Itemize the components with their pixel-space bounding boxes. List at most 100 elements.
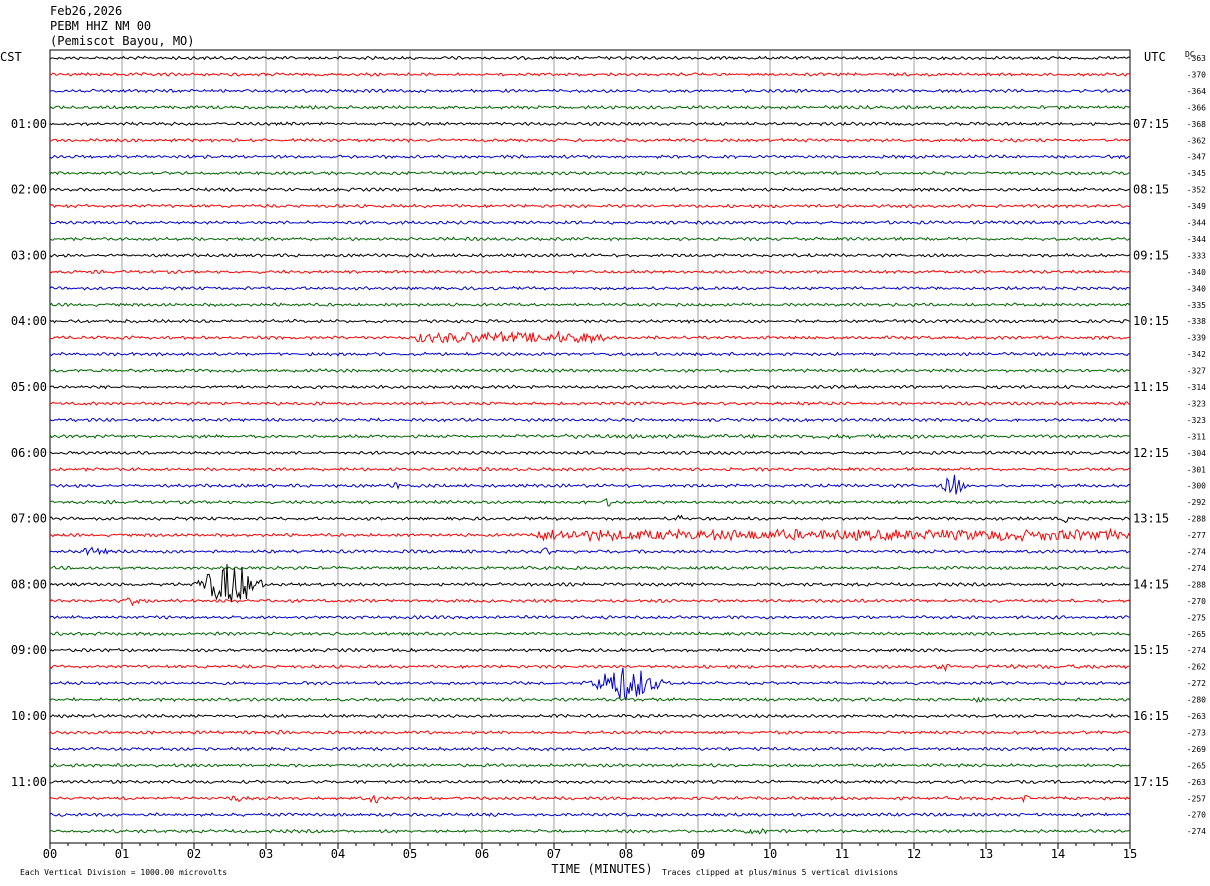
- seismic-trace: [49, 794, 1131, 804]
- dc-offset-label: -262: [1187, 663, 1206, 672]
- dc-offset-label: -323: [1187, 416, 1206, 425]
- dc-offset-label: -273: [1187, 728, 1206, 737]
- seismic-trace: [49, 746, 1131, 752]
- dc-offset-label: -275: [1187, 613, 1206, 622]
- dc-offset-label: -292: [1187, 498, 1206, 507]
- seismic-trace: [49, 514, 1131, 524]
- cst-hour-label: 08:00: [11, 577, 47, 591]
- x-tick-label: 03: [259, 847, 273, 861]
- seismic-trace: [49, 55, 1131, 61]
- scale-note: Each Vertical Division = 1000.00 microvo…: [20, 868, 227, 877]
- dc-offset-label: -272: [1187, 679, 1206, 688]
- seismic-trace: [49, 187, 1131, 193]
- seismic-trace: [49, 384, 1131, 390]
- cst-hour-label: 06:00: [11, 446, 47, 460]
- dc-offset-label: -314: [1187, 383, 1206, 392]
- seismic-trace: [49, 285, 1131, 291]
- x-tick-label: 11: [835, 847, 849, 861]
- x-tick-label: 08: [619, 847, 633, 861]
- seismic-trace: [49, 527, 1131, 543]
- dc-offset-label: -339: [1187, 334, 1206, 343]
- x-tick-label: 04: [331, 847, 345, 861]
- seismic-trace: [49, 318, 1131, 324]
- x-tick-label: 12: [907, 847, 921, 861]
- plot-date: Feb26,2026: [50, 4, 123, 18]
- utc-hour-label: 17:15: [1133, 775, 1169, 789]
- dc-offset-label: -270: [1187, 597, 1206, 606]
- seismic-trace: [49, 564, 1131, 603]
- dc-offset-label: -364: [1187, 87, 1206, 96]
- dc-offset-label: -311: [1187, 432, 1206, 441]
- x-tick-label: 05: [403, 847, 417, 861]
- utc-hour-label: 11:15: [1133, 380, 1169, 394]
- x-tick-label: 09: [691, 847, 705, 861]
- dc-offset-label: -345: [1187, 169, 1206, 178]
- utc-hour-label: 13:15: [1133, 512, 1169, 526]
- cst-hour-label: 10:00: [11, 709, 47, 723]
- cst-axis-label: CST: [0, 50, 22, 64]
- station-code: PEBM HHZ NM 00: [50, 19, 152, 33]
- dc-offset-label: -277: [1187, 531, 1206, 540]
- seismic-trace: [49, 546, 1131, 557]
- x-tick-label: 01: [115, 847, 129, 861]
- dc-offset-label: -263: [1187, 778, 1206, 787]
- dc-offset-label: -349: [1187, 202, 1206, 211]
- seismic-trace: [49, 713, 1131, 719]
- dc-offset-label: -366: [1187, 103, 1206, 112]
- utc-hour-label: 16:15: [1133, 709, 1169, 723]
- seismic-trace: [49, 614, 1131, 620]
- cst-hour-label: 05:00: [11, 380, 47, 394]
- seismic-trace: [49, 137, 1131, 143]
- dc-offset-label: -327: [1187, 367, 1206, 376]
- seismic-trace: [49, 828, 1131, 835]
- seismic-trace: [49, 219, 1131, 225]
- dc-label: DC: [1185, 50, 1195, 59]
- dc-offset-label: -342: [1187, 350, 1206, 359]
- dc-offset-label: -269: [1187, 745, 1206, 754]
- dc-offset-label: -265: [1187, 761, 1206, 770]
- seismic-trace: [49, 597, 1131, 607]
- seismic-trace: [49, 368, 1131, 373]
- seismic-trace: [49, 631, 1131, 637]
- plot-frame: [49, 49, 1131, 844]
- utc-hour-label: 14:15: [1133, 577, 1169, 591]
- dc-offset-label: -352: [1187, 186, 1206, 195]
- dc-offset-label: -323: [1187, 399, 1206, 408]
- seismic-trace: [49, 474, 1131, 495]
- cst-hour-label: 09:00: [11, 643, 47, 657]
- dc-offset-label: -340: [1187, 268, 1206, 277]
- seismic-trace: [49, 170, 1131, 176]
- dc-offset-label: -300: [1187, 482, 1206, 491]
- seismic-trace: [49, 302, 1131, 308]
- cst-hour-label: 11:00: [11, 775, 47, 789]
- x-tick-label: 02: [187, 847, 201, 861]
- x-tick-label: 14: [1051, 847, 1065, 861]
- seismic-trace: [49, 812, 1131, 818]
- x-axis-title: TIME (MINUTES): [551, 862, 652, 876]
- dc-offset-label: -362: [1187, 136, 1206, 145]
- utc-hour-label: 10:15: [1133, 314, 1169, 328]
- utc-hour-label: 08:15: [1133, 183, 1169, 197]
- cst-hour-label: 01:00: [11, 117, 47, 131]
- cst-hour-label: 07:00: [11, 512, 47, 526]
- station-location: (Pemiscot Bayou, MO): [50, 34, 195, 48]
- dc-offset-label: -338: [1187, 317, 1206, 326]
- dc-offset-label: -333: [1187, 251, 1206, 260]
- seismic-trace: [49, 729, 1131, 735]
- dc-offset-label: -257: [1187, 794, 1206, 803]
- dc-offset-label: -344: [1187, 219, 1206, 228]
- dc-offset-label: -265: [1187, 630, 1206, 639]
- seismic-trace: [49, 450, 1131, 456]
- seismic-trace: [49, 466, 1131, 472]
- seismic-trace: [49, 433, 1131, 440]
- seismic-trace: [49, 236, 1131, 242]
- seismic-trace: [49, 203, 1131, 209]
- dc-offset-label: -344: [1187, 235, 1206, 244]
- seismic-trace: [49, 72, 1131, 77]
- utc-hour-label: 15:15: [1133, 643, 1169, 657]
- x-tick-label: 13: [979, 847, 993, 861]
- seismic-trace: [49, 647, 1131, 653]
- x-tick-label: 10: [763, 847, 777, 861]
- dc-offset-label: -347: [1187, 153, 1206, 162]
